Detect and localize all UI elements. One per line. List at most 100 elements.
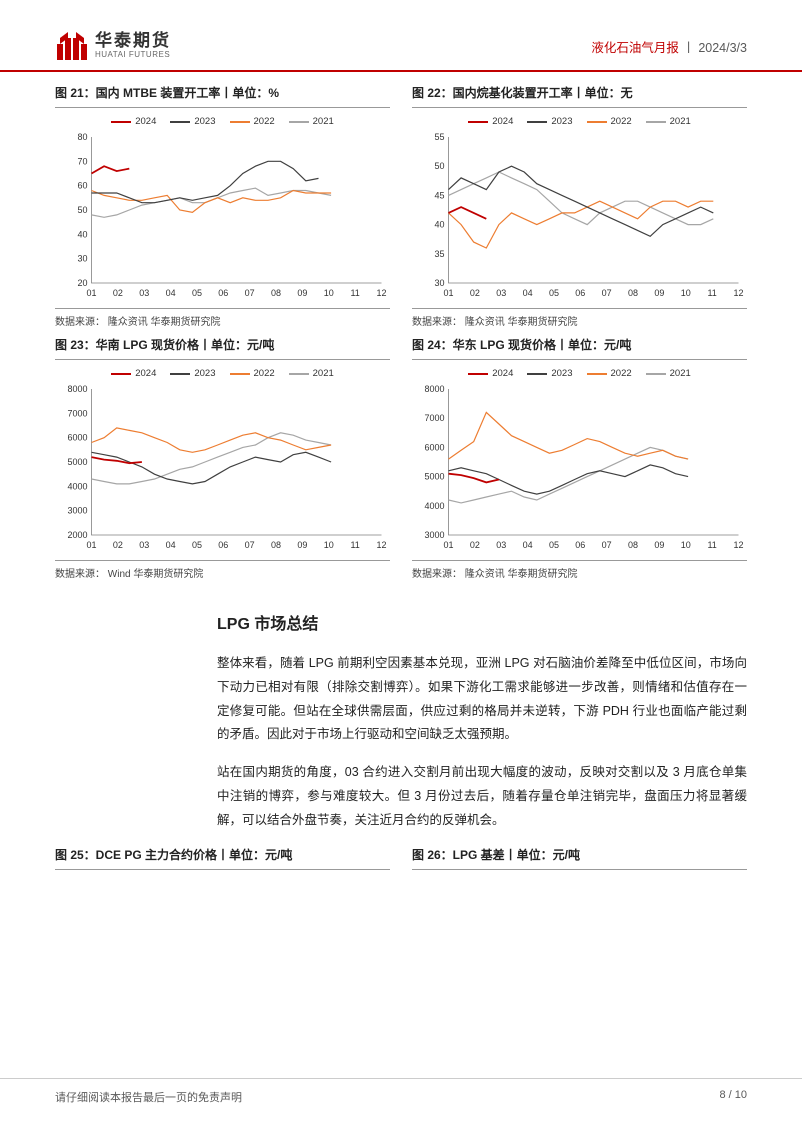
svg-text:11: 11: [707, 288, 716, 298]
chart-25: 图 25：DCE PG 主力合约价格丨单位：元/吨: [55, 846, 390, 878]
chart-23: 图 23：华南 LPG 现货价格丨单位：元/吨 2024 2023 2022 2021…: [55, 336, 390, 580]
legend-label: 2022: [611, 368, 632, 379]
legend-item: 2022: [230, 368, 275, 379]
svg-text:50: 50: [77, 205, 87, 215]
chart-legend: 2024 2023 2022 2021: [55, 368, 390, 379]
svg-text:03: 03: [139, 540, 149, 550]
legend-item: 2021: [289, 368, 334, 379]
svg-text:01: 01: [443, 288, 453, 298]
svg-text:30: 30: [434, 278, 444, 288]
svg-text:11: 11: [707, 540, 716, 550]
series-line: [449, 207, 487, 219]
body-para-1: 整体来看，随着 LPG 前期利空因素基本兑现，亚洲 LPG 对石脑油价差降至中低…: [217, 652, 747, 747]
legend-swatch: [289, 373, 309, 375]
chart-canvas: 3000400050006000700080000102030405060708…: [412, 383, 747, 553]
svg-text:30: 30: [77, 254, 87, 264]
svg-text:3000: 3000: [424, 530, 444, 540]
footer-disclaimer: 请仔细阅读本报告最后一页的免责声明: [55, 1089, 242, 1105]
legend-label: 2024: [135, 368, 156, 379]
chart-source: 数据来源： 隆众资讯 华泰期货研究院: [55, 308, 390, 328]
page-header: 华泰期货 HUATAI FUTURES 液化石油气月报 丨 2024/3/3: [0, 0, 802, 72]
svg-text:3000: 3000: [67, 506, 87, 516]
chart-title: 图 21：国内 MTBE 装置开工率丨单位：%: [55, 84, 390, 108]
legend-label: 2024: [135, 116, 156, 127]
legend-label: 2022: [254, 368, 275, 379]
logo-text: 华泰期货 HUATAI FUTURES: [95, 32, 171, 59]
svg-text:12: 12: [733, 540, 743, 550]
svg-text:12: 12: [376, 288, 386, 298]
chart-legend: 2024 2023 2022 2021: [412, 116, 747, 127]
series-line: [449, 447, 689, 503]
legend-item: 2021: [646, 368, 691, 379]
svg-text:10: 10: [681, 540, 691, 550]
legend-label: 2024: [492, 116, 513, 127]
legend-item: 2024: [468, 116, 513, 127]
svg-text:07: 07: [245, 540, 255, 550]
legend-swatch: [111, 373, 131, 375]
series-line: [449, 474, 499, 483]
legend-item: 2022: [230, 116, 275, 127]
svg-text:4000: 4000: [67, 481, 87, 491]
logo-en: HUATAI FUTURES: [95, 51, 171, 60]
logo-cn: 华泰期货: [95, 32, 171, 51]
svg-text:2000: 2000: [67, 530, 87, 540]
legend-swatch: [468, 373, 488, 375]
chart-title: 图 23：华南 LPG 现货价格丨单位：元/吨: [55, 336, 390, 360]
header-meta: 液化石油气月报 丨 2024/3/3: [591, 37, 747, 56]
svg-text:12: 12: [376, 540, 386, 550]
legend-swatch: [230, 373, 250, 375]
svg-text:08: 08: [628, 288, 638, 298]
svg-text:12: 12: [733, 288, 743, 298]
svg-text:07: 07: [602, 540, 612, 550]
chart-title: 图 22：国内烷基化装置开工率丨单位：无: [412, 84, 747, 108]
legend-label: 2021: [313, 368, 334, 379]
legend-item: 2024: [111, 368, 156, 379]
svg-text:40: 40: [434, 220, 444, 230]
legend-label: 2021: [313, 116, 334, 127]
svg-text:01: 01: [443, 540, 453, 550]
legend-swatch: [646, 121, 666, 123]
legend-swatch: [646, 373, 666, 375]
chart-26: 图 26：LPG 基差丨单位：元/吨: [412, 846, 747, 878]
svg-text:5000: 5000: [424, 472, 444, 482]
svg-text:09: 09: [654, 288, 664, 298]
logo-icon: [55, 30, 89, 62]
svg-text:06: 06: [575, 288, 585, 298]
svg-text:5000: 5000: [67, 457, 87, 467]
svg-text:6000: 6000: [424, 442, 444, 452]
legend-item: 2021: [289, 116, 334, 127]
svg-text:01: 01: [86, 288, 96, 298]
svg-text:04: 04: [166, 540, 176, 550]
legend-label: 2022: [611, 116, 632, 127]
legend-item: 2023: [170, 116, 215, 127]
svg-text:08: 08: [628, 540, 638, 550]
svg-text:45: 45: [434, 190, 444, 200]
chart-title: 图 26：LPG 基差丨单位：元/吨: [412, 846, 747, 870]
svg-text:04: 04: [166, 288, 176, 298]
svg-text:8000: 8000: [67, 384, 87, 394]
chart-22: 图 22：国内烷基化装置开工率丨单位：无 2024 2023 2022 2021 30…: [412, 84, 747, 328]
svg-text:05: 05: [192, 288, 202, 298]
legend-label: 2023: [551, 116, 572, 127]
legend-item: 2023: [170, 368, 215, 379]
chart-grid-bottom: 图 25：DCE PG 主力合约价格丨单位：元/吨 图 26：LPG 基差丨单位…: [55, 846, 747, 878]
legend-item: 2023: [527, 368, 572, 379]
footer-page: 8 / 10: [719, 1089, 747, 1105]
svg-text:05: 05: [192, 540, 202, 550]
legend-item: 2024: [111, 116, 156, 127]
svg-text:50: 50: [434, 161, 444, 171]
series-line: [92, 428, 332, 452]
legend-swatch: [170, 121, 190, 123]
series-line: [92, 161, 319, 202]
legend-label: 2021: [670, 116, 691, 127]
legend-label: 2023: [194, 368, 215, 379]
svg-text:02: 02: [113, 288, 123, 298]
chart-grid-top: 图 21：国内 MTBE 装置开工率丨单位：% 2024 2023 2022 2021…: [55, 84, 747, 580]
svg-text:09: 09: [297, 540, 307, 550]
legend-swatch: [289, 121, 309, 123]
svg-text:60: 60: [77, 181, 87, 191]
legend-item: 2023: [527, 116, 572, 127]
series-line: [449, 201, 714, 248]
legend-swatch: [170, 373, 190, 375]
svg-text:70: 70: [77, 156, 87, 166]
